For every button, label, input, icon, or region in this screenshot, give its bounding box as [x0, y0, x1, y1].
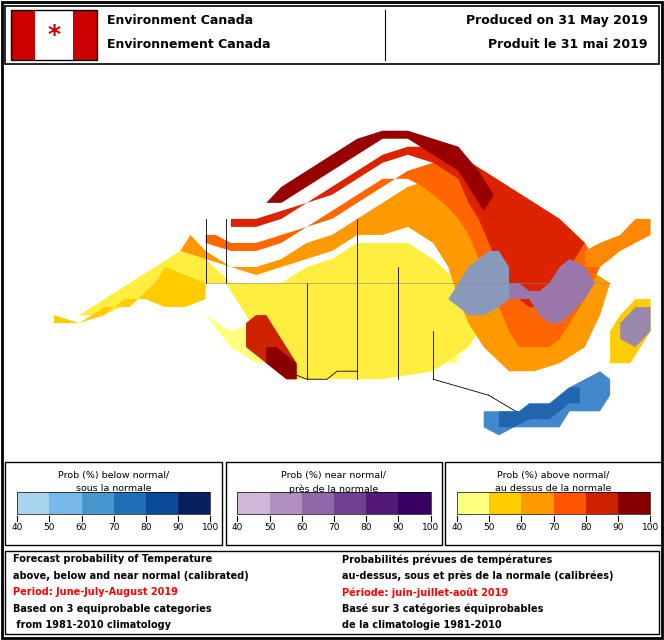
Text: 70: 70: [548, 524, 559, 532]
Polygon shape: [54, 243, 483, 380]
Text: Prob (%) near normal/: Prob (%) near normal/: [282, 471, 386, 480]
Bar: [146, 492, 178, 515]
Text: 80: 80: [140, 524, 151, 532]
Text: près de la normale: près de la normale: [290, 484, 378, 493]
Text: 50: 50: [44, 524, 55, 532]
FancyBboxPatch shape: [5, 6, 659, 64]
FancyBboxPatch shape: [445, 462, 662, 545]
Polygon shape: [181, 179, 610, 371]
Text: 90: 90: [392, 524, 404, 532]
Bar: [521, 492, 554, 515]
Text: 40: 40: [11, 524, 23, 532]
Text: 90: 90: [173, 524, 184, 532]
Bar: [301, 492, 334, 515]
Polygon shape: [54, 267, 206, 331]
Polygon shape: [499, 387, 580, 428]
Text: de la climatologie 1981-2010: de la climatologie 1981-2010: [342, 620, 501, 630]
Text: Produit le 31 mai 2019: Produit le 31 mai 2019: [488, 38, 647, 51]
Polygon shape: [610, 299, 651, 363]
Text: Probabilités prévues de températures: Probabilités prévues de températures: [342, 554, 552, 565]
Text: 80: 80: [580, 524, 592, 532]
Text: Based on 3 equiprobable categories: Based on 3 equiprobable categories: [13, 604, 212, 614]
Polygon shape: [585, 219, 651, 267]
Polygon shape: [620, 307, 651, 347]
Text: 60: 60: [515, 524, 527, 532]
Text: *: *: [47, 23, 60, 47]
Text: 60: 60: [76, 524, 87, 532]
Polygon shape: [206, 307, 458, 363]
Text: 80: 80: [361, 524, 372, 532]
Text: Produced on 31 May 2019: Produced on 31 May 2019: [465, 15, 647, 28]
Polygon shape: [483, 371, 610, 435]
Text: above, below and near normal (calibrated): above, below and near normal (calibrated…: [13, 571, 249, 580]
Polygon shape: [145, 139, 645, 419]
Polygon shape: [266, 347, 297, 380]
Bar: [489, 492, 521, 515]
Polygon shape: [286, 380, 575, 460]
Text: from 1981-2010 climatology: from 1981-2010 climatology: [13, 620, 171, 630]
Polygon shape: [448, 251, 509, 315]
Text: 70: 70: [108, 524, 120, 532]
Text: 40: 40: [452, 524, 463, 532]
Polygon shape: [509, 259, 595, 323]
Text: 50: 50: [264, 524, 276, 532]
Bar: [35, 10, 73, 60]
Polygon shape: [266, 131, 494, 211]
Bar: [237, 492, 270, 515]
Bar: [457, 492, 489, 515]
Text: 100: 100: [422, 524, 439, 532]
Bar: [554, 492, 586, 515]
Bar: [586, 492, 618, 515]
Polygon shape: [246, 315, 297, 380]
Bar: [17, 492, 49, 515]
Bar: [618, 492, 650, 515]
Text: 50: 50: [483, 524, 495, 532]
Bar: [366, 492, 398, 515]
Text: 70: 70: [328, 524, 340, 532]
Bar: [178, 492, 210, 515]
FancyBboxPatch shape: [5, 462, 222, 545]
Polygon shape: [570, 107, 664, 291]
Polygon shape: [54, 267, 206, 323]
Bar: [114, 492, 146, 515]
Bar: [334, 492, 366, 515]
Polygon shape: [231, 147, 585, 307]
Text: au-dessus, sous et près de la normale (calibrées): au-dessus, sous et près de la normale (c…: [342, 571, 614, 581]
Text: 60: 60: [296, 524, 307, 532]
Bar: [270, 492, 301, 515]
Text: Prob (%) below normal/: Prob (%) below normal/: [58, 471, 169, 480]
Text: Period: June-July-August 2019: Period: June-July-August 2019: [13, 587, 178, 597]
Text: Environment Canada: Environment Canada: [106, 15, 252, 28]
Bar: [398, 492, 430, 515]
Bar: [73, 10, 97, 60]
Text: Basé sur 3 catégories équiprobables: Basé sur 3 catégories équiprobables: [342, 604, 543, 614]
Bar: [11, 10, 35, 60]
Text: 90: 90: [612, 524, 623, 532]
Bar: [82, 492, 114, 515]
Polygon shape: [206, 163, 600, 347]
Text: sous la normale: sous la normale: [76, 484, 151, 493]
Text: 100: 100: [641, 524, 659, 532]
Text: Période: juin-juillet-août 2019: Période: juin-juillet-août 2019: [342, 587, 508, 598]
Text: 40: 40: [232, 524, 243, 532]
FancyBboxPatch shape: [5, 551, 659, 634]
Bar: [49, 492, 82, 515]
Text: Forecast probability of Temperature: Forecast probability of Temperature: [13, 554, 212, 564]
Text: 100: 100: [202, 524, 219, 532]
FancyBboxPatch shape: [226, 462, 442, 545]
Text: Environnement Canada: Environnement Canada: [106, 38, 270, 51]
Text: au dessus de la normale: au dessus de la normale: [495, 484, 612, 493]
Text: Prob (%) above normal/: Prob (%) above normal/: [497, 471, 610, 480]
